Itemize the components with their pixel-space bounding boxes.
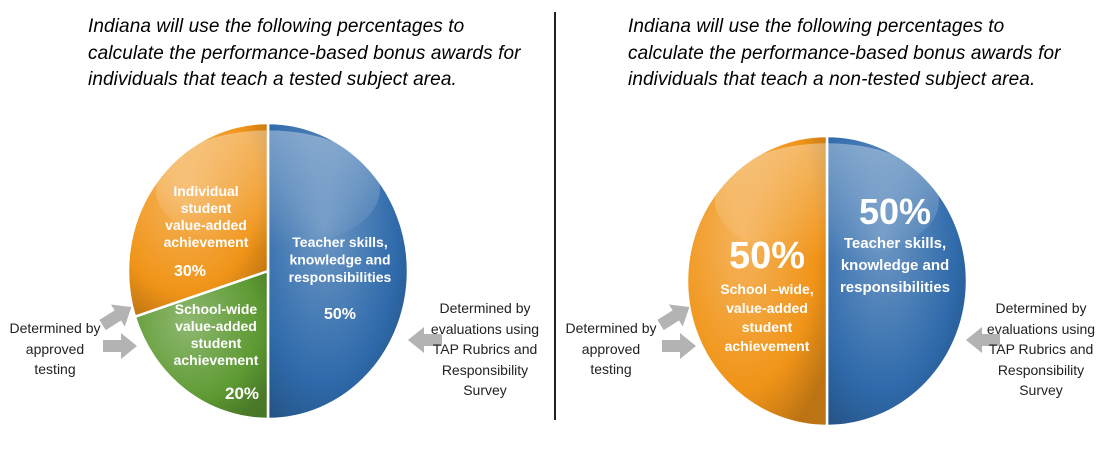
slice-label: Teacher skills, knowledge and responsibili… bbox=[289, 234, 392, 285]
non-tested-subject-panel: Indiana will use the following percentag… bbox=[555, 0, 1109, 463]
tested-subject-panel: Indiana will use the following percentag… bbox=[0, 0, 554, 463]
arrow-up-right-icon bbox=[657, 304, 690, 331]
arrow-left-icon bbox=[408, 327, 442, 353]
slice-label: Teacher skills, knowledge and responsibili… bbox=[840, 235, 950, 296]
right-note: Determined by evaluations using TAP Rubr… bbox=[430, 300, 540, 398]
arrow-right-icon bbox=[662, 333, 696, 359]
left-note: Determined by approved testing bbox=[9, 320, 101, 377]
slice-value-label: 50% bbox=[729, 235, 805, 277]
slice-label: School-wide value-added student achievement bbox=[174, 301, 259, 368]
slice-value-label: 20% bbox=[225, 384, 259, 403]
arrow-up-right-icon bbox=[99, 304, 132, 331]
divider bbox=[554, 12, 556, 420]
slice-value-label: 30% bbox=[174, 263, 206, 280]
right-note: Determined by evaluations using TAP Rubr… bbox=[986, 300, 1096, 398]
arrow-left-icon bbox=[966, 327, 1000, 353]
pie-slice bbox=[133, 269, 270, 421]
left-note: Determined by approved testing bbox=[565, 320, 657, 377]
slice-value-label: 50% bbox=[324, 306, 356, 323]
arrow-right-icon bbox=[103, 333, 137, 359]
chart-title: Indiana will use the following percentag… bbox=[88, 16, 521, 90]
slice-label: School –wide, value-added student achieveme… bbox=[720, 281, 813, 354]
chart-title: Indiana will use the following percentag… bbox=[628, 16, 1061, 90]
slice-value-label: 50% bbox=[859, 191, 931, 232]
slice-label: Individual student value-added achievement bbox=[164, 183, 249, 250]
